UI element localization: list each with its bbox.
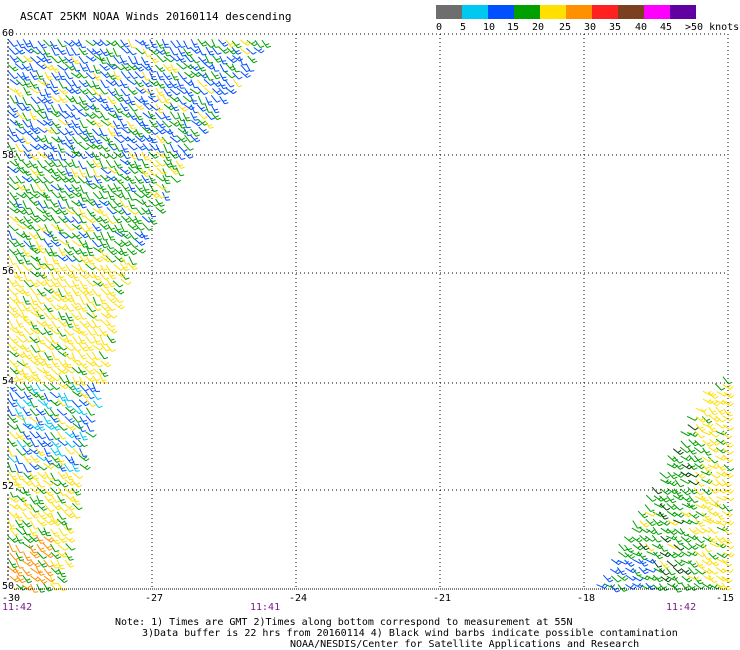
right-swath-barbs-3	[596, 558, 657, 593]
note-line-2: 3)Data buffer is 22 hrs from 20160114 4)…	[142, 628, 678, 639]
left-swath-barbs-0	[7, 38, 265, 473]
lon-label-m24: -24	[289, 593, 308, 604]
lat-label-50: 50	[2, 581, 15, 592]
colorbar-swatch-6	[592, 5, 618, 19]
lat-label-58: 58	[2, 150, 15, 161]
colorbar-swatch-1	[462, 5, 488, 19]
speed-label-9: 45	[660, 22, 673, 33]
time-label-center: 11:41	[250, 602, 281, 613]
left-swath-barbs-2	[7, 39, 251, 592]
map-title: ASCAT 25KM NOAA Winds 20160114 descendin…	[20, 10, 292, 23]
speed-label-10: >50 knots	[685, 22, 740, 33]
lon-label-m30: -30	[2, 593, 21, 604]
left-swath	[7, 38, 272, 593]
speed-label-4: 20	[532, 22, 545, 33]
right-swath-barbs-2	[639, 424, 700, 583]
colorbar-swatch-4	[540, 5, 566, 19]
note-line-3: NOAA/NESDIS/Center for Satellite Applica…	[290, 639, 640, 650]
lon-label-m21: -21	[433, 593, 452, 604]
time-label-left: 11:42	[2, 602, 33, 613]
speed-label-6: 30	[584, 22, 597, 33]
colorbar-swatch-5	[566, 5, 592, 19]
map-frame	[7, 33, 729, 590]
lon-label-m15: -15	[716, 593, 735, 604]
wind-speed-colorbar	[436, 5, 696, 19]
speed-label-0: 0	[436, 22, 443, 33]
left-swath-barbs-4	[7, 535, 55, 593]
colorbar-swatch-0	[436, 5, 462, 19]
lon-label-m27: -27	[145, 593, 164, 604]
speed-label-5: 25	[559, 22, 572, 33]
right-swath-barbs-1	[639, 384, 735, 591]
lat-label-56: 56	[2, 266, 15, 277]
speed-label-2: 10	[483, 22, 496, 33]
lat-label-54: 54	[2, 376, 15, 387]
lon-label-m18: -18	[577, 593, 596, 604]
colorbar-swatch-7	[618, 5, 644, 19]
left-swath-barbs-3	[7, 382, 103, 472]
speed-label-3: 15	[507, 22, 520, 33]
right-swath-barbs-0	[603, 376, 735, 593]
note-line-1: Note: 1) Times are GMT 2)Times along bot…	[115, 617, 573, 628]
lat-label-60: 60	[2, 28, 15, 39]
time-label-right: 11:42	[666, 602, 697, 613]
colorbar-swatch-9	[670, 5, 696, 19]
colorbar-swatch-2	[488, 5, 514, 19]
lat-lon-grid	[7, 33, 729, 590]
speed-label-7: 35	[609, 22, 622, 33]
speed-label-1: 5	[460, 22, 467, 33]
left-swath-barbs-1	[7, 38, 272, 593]
right-swath	[596, 376, 735, 593]
lat-label-52: 52	[2, 481, 15, 492]
colorbar-swatch-3	[514, 5, 540, 19]
colorbar-swatch-8	[644, 5, 670, 19]
speed-label-8: 40	[635, 22, 648, 33]
satellite-swath-layer	[7, 38, 735, 593]
